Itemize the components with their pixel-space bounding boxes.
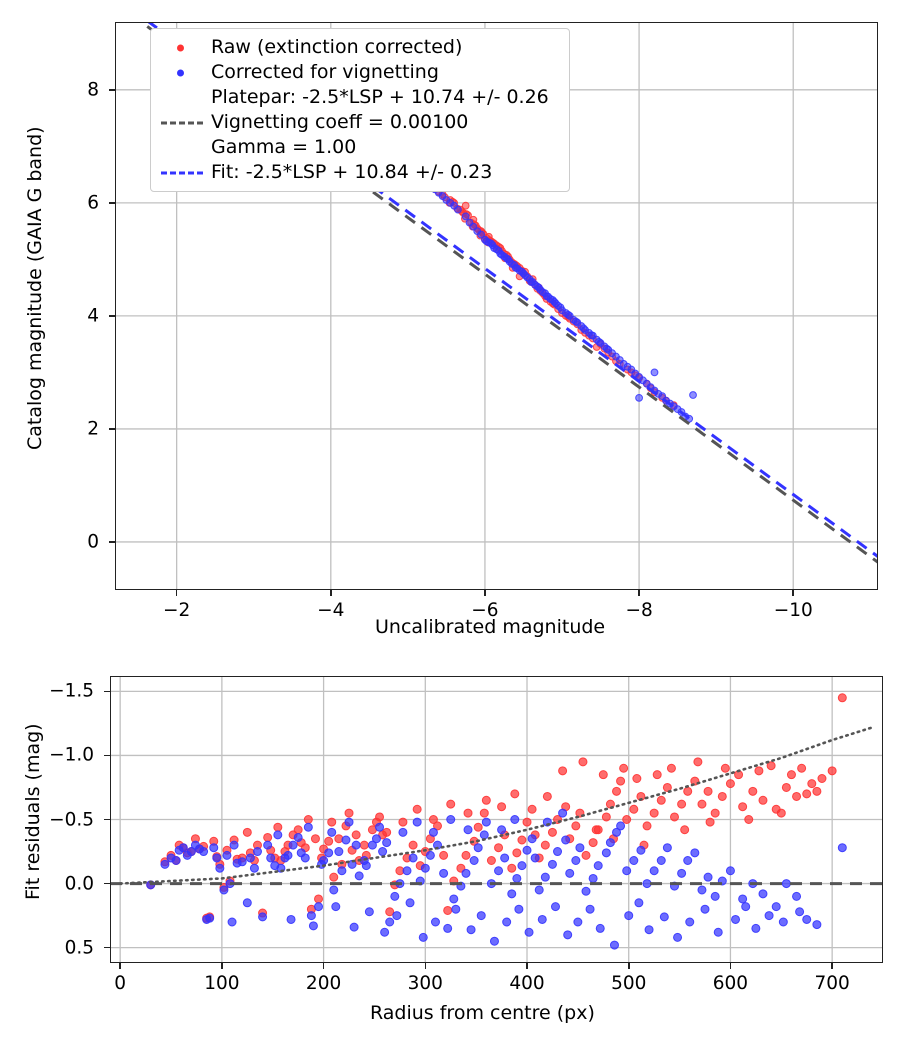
scatter-dot-icon — [177, 69, 184, 76]
x-tick-label: 100 — [204, 973, 240, 994]
x-tick-label: 700 — [814, 973, 850, 994]
y-tick-mark — [109, 428, 115, 430]
x-tick-label: 300 — [407, 973, 443, 994]
y-tick-label: −1.5 — [49, 680, 94, 702]
legend-marker-dot-icon — [159, 37, 205, 59]
y-tick-label: 4 — [87, 305, 99, 327]
y-tick-label: 6 — [87, 192, 99, 214]
y-tick-label: 2 — [87, 418, 99, 440]
scatter-dot-icon — [177, 44, 184, 51]
y-tick-mark — [104, 946, 110, 949]
x-tick-label: 600 — [712, 973, 749, 994]
y-tick-mark — [104, 754, 110, 757]
y-axis-label-top: Catalog magnitude (GAIA G band) — [24, 126, 46, 450]
x-tick-mark — [119, 963, 121, 969]
plot-legend: Raw (extinction corrected) Corrected for … — [150, 28, 570, 192]
x-tick-mark — [175, 590, 178, 596]
legend-entry: Corrected for vignetting — [159, 60, 559, 85]
y-tick-label: 0 — [87, 531, 99, 553]
legend-entry: Platepar: -2.5*LSP + 10.74 +/- 0.26 Vign… — [159, 85, 559, 160]
x-tick-label: −2 — [163, 600, 191, 621]
y-tick-mark — [109, 202, 115, 204]
x-tick-mark — [792, 590, 795, 596]
y-tick-mark — [104, 690, 110, 693]
y-tick-mark — [104, 818, 110, 821]
x-axis-label-top: Uncalibrated magnitude — [375, 616, 606, 638]
x-tick-label: −8 — [625, 600, 653, 621]
x-tick-mark — [329, 590, 332, 596]
x-tick-label: 500 — [611, 973, 647, 994]
x-tick-mark — [831, 963, 833, 969]
legend-entry: Fit: -2.5*LSP + 10.84 +/- 0.23 — [159, 160, 559, 185]
x-tick-mark — [729, 963, 732, 969]
legend-marker-dash-icon — [159, 162, 205, 184]
y-tick-label: −1.0 — [49, 744, 94, 766]
x-tick-mark — [638, 590, 640, 596]
x-tick-label: −4 — [317, 600, 345, 621]
x-tick-mark — [322, 963, 325, 969]
y-tick-label: 8 — [87, 79, 99, 101]
dashed-line-icon — [161, 121, 203, 124]
y-tick-mark — [109, 89, 115, 91]
legend-entry: Raw (extinction corrected) — [159, 35, 559, 60]
x-tick-label: 200 — [305, 973, 342, 994]
x-tick-label: 400 — [509, 973, 545, 994]
x-tick-label: −6 — [471, 600, 499, 621]
legend-label: Raw (extinction corrected) — [211, 36, 463, 58]
x-axis-label-bottom: Radius from centre (px) — [370, 1002, 595, 1024]
x-tick-label: −10 — [773, 600, 813, 621]
fit-residuals-plot — [110, 676, 883, 963]
y-tick-label: 0.5 — [64, 937, 94, 959]
y-tick-mark — [109, 541, 115, 543]
legend-label: Platepar: -2.5*LSP + 10.74 +/- 0.26 Vign… — [211, 86, 549, 158]
y-tick-label: −0.5 — [49, 809, 94, 830]
dashed-line-icon — [161, 171, 203, 174]
y-tick-mark — [104, 882, 110, 885]
legend-label: Corrected for vignetting — [211, 61, 439, 83]
fit-residuals-panel — [110, 676, 883, 963]
x-tick-label: 0 — [114, 973, 127, 994]
x-tick-mark — [484, 590, 486, 596]
x-tick-mark — [221, 963, 223, 969]
y-tick-mark — [109, 315, 115, 317]
legend-marker-dot-icon — [159, 62, 205, 84]
x-tick-mark — [526, 963, 528, 969]
x-tick-mark — [424, 963, 427, 969]
legend-marker-dash-icon — [159, 112, 205, 134]
legend-label: Fit: -2.5*LSP + 10.84 +/- 0.23 — [211, 161, 493, 183]
x-tick-mark — [627, 963, 630, 969]
y-tick-label: 0.0 — [64, 873, 94, 895]
